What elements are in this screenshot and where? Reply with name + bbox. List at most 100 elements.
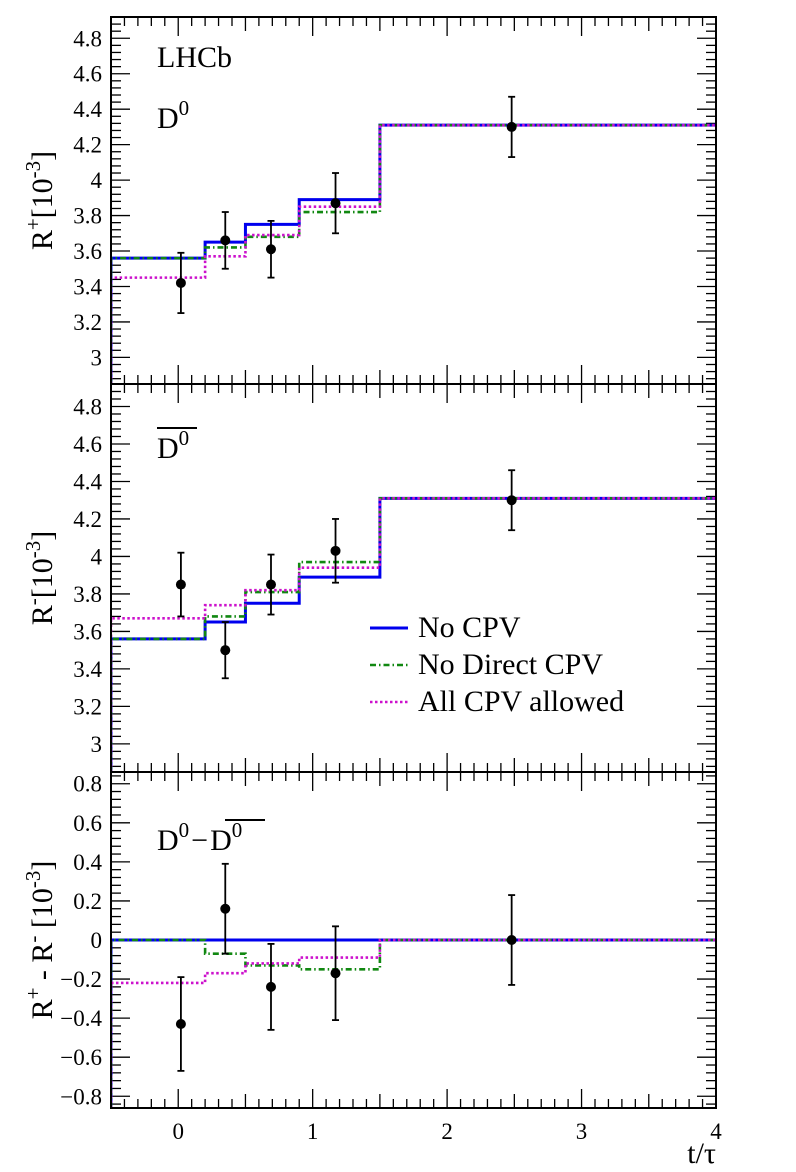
data-point <box>175 1019 186 1029</box>
series-all-cpv-allowed <box>111 497 716 772</box>
data-point <box>330 968 341 979</box>
legend-entry: All CPV allowed <box>418 685 624 718</box>
experiment-label: LHCb <box>157 41 232 74</box>
y-axis-title-sup: + <box>21 988 45 1000</box>
data-point <box>506 495 517 506</box>
y-tick-label: 4.6 <box>73 432 102 457</box>
y-tick-label: 0 <box>91 928 103 953</box>
y-tick-label: 4.8 <box>73 394 102 419</box>
panel-label-minus: − <box>191 824 208 857</box>
series-no-cpv <box>111 938 716 1108</box>
panel-label-sup: 0 <box>179 96 190 120</box>
y-axis-title-mid-sup: - <box>21 936 45 943</box>
y-tick-label: 4.4 <box>73 97 102 122</box>
series-all-cpv-allowed <box>111 938 716 1108</box>
y-tick-label: −0.8 <box>60 1084 102 1109</box>
panel-top: 3 3.2 3.4 3.6 3.8 4 4.2 4.4 4.6 4.8 LHCb D0 R+[10-3] <box>21 16 717 385</box>
y-axis-title-mid: - R <box>26 943 59 988</box>
panel-label-second: D <box>210 824 232 857</box>
data-point <box>175 277 186 288</box>
y-tick-label: 4.8 <box>73 26 102 51</box>
y-axis-title-main: R <box>26 230 59 250</box>
x-tick-label: 4 <box>710 1119 722 1144</box>
y-tick-label: 0.2 <box>73 889 102 914</box>
panel-label-sup: 0 <box>179 426 190 450</box>
panel-frame <box>110 383 717 773</box>
legend: No CPV No Direct CPV All CPV allowed <box>370 611 624 718</box>
y-axis-title-sup: - <box>21 598 45 605</box>
data-point <box>265 981 276 992</box>
series-no-direct-cpv <box>111 123 716 384</box>
y-tick-label: −0.6 <box>60 1045 102 1070</box>
y-axis-title-close: ] <box>26 531 59 541</box>
x-tick-label: 3 <box>576 1119 588 1144</box>
y-axis-title: R+ - R- [10-3] <box>21 861 59 1020</box>
y-tick-label: 4.6 <box>73 62 102 87</box>
panel-bottom: −0.8−0.6−0.4−0.200.20.40.60.8D0−D0R+ - R… <box>21 771 722 1170</box>
panel-label-sup: 0 <box>179 818 190 842</box>
data-point <box>220 235 231 246</box>
data-point <box>506 121 517 132</box>
panel-label: D0 <box>157 426 189 465</box>
y-axis-title-sup: + <box>21 218 45 230</box>
y-tick-label: 4.2 <box>73 507 102 532</box>
y-axis-title-unit: [10 <box>26 558 59 598</box>
panel-label-main: D <box>157 824 179 857</box>
y-tick-label: 0.8 <box>73 772 102 797</box>
y-tick-label: 0.6 <box>73 811 102 836</box>
series-no-cpv <box>111 496 716 772</box>
y-tick-label: −0.2 <box>60 967 102 992</box>
y-tick-label: 3.8 <box>73 582 102 607</box>
y-axis-title: R-[10-3] <box>21 531 59 626</box>
panel-label-main: D <box>157 432 179 465</box>
x-axis-title: t/τ <box>687 1137 716 1170</box>
y-axis-title-main: R <box>26 999 59 1019</box>
y-tick-label: 3.8 <box>73 204 102 229</box>
y-axis-title-unit-sup: -3 <box>21 541 45 559</box>
x-tick-label: 0 <box>172 1119 184 1144</box>
panel-label: D0 <box>157 96 189 135</box>
y-axis-title-close: ] <box>26 861 59 871</box>
y-tick-label: 4 <box>91 544 103 569</box>
y-axis-title-unit-sup: -3 <box>21 161 45 179</box>
y-tick-label: 3.4 <box>73 274 102 299</box>
panel-middle: 3 3.2 3.4 3.6 3.8 4 4.2 4.4 4.6 4.8 D0 R-[10-3] No C… <box>21 383 717 773</box>
series-no-direct-cpv <box>111 497 716 772</box>
y-tick-label: 4.2 <box>73 133 102 158</box>
y-axis-title-unit: [10 <box>26 178 59 218</box>
data-point <box>506 935 517 945</box>
legend-entry: No CPV <box>418 611 521 644</box>
panel-frame <box>110 771 717 1109</box>
data-point <box>220 903 231 914</box>
y-tick-label: 3.2 <box>73 694 102 719</box>
data-point <box>265 244 276 255</box>
y-axis-title-unit: [10 <box>26 888 59 936</box>
series-no-direct-cpv <box>111 938 716 1108</box>
panel-label-second-sup: 0 <box>232 818 243 842</box>
y-tick-label: −0.4 <box>60 1006 102 1031</box>
y-axis-title-main: R <box>26 605 59 625</box>
y-tick-label: 3.2 <box>73 310 102 335</box>
x-tick-label: 2 <box>441 1119 453 1144</box>
legend-entry: No Direct CPV <box>418 648 603 681</box>
y-tick-label: 3.6 <box>73 239 102 264</box>
data-point <box>220 645 231 656</box>
data-point <box>330 198 341 209</box>
y-axis-title-close: ] <box>26 151 59 161</box>
x-tick-label: 1 <box>307 1119 319 1144</box>
y-axis-title: R+[10-3] <box>21 151 59 250</box>
y-tick-label: 0.4 <box>73 850 102 875</box>
data-point <box>175 579 186 590</box>
y-tick-label: 3 <box>91 732 103 757</box>
y-tick-label: 3.6 <box>73 619 102 644</box>
y-tick-label: 3 <box>91 345 103 370</box>
panel-label-main: D <box>157 102 179 135</box>
y-tick-label: 4.4 <box>73 469 102 494</box>
series-no-cpv <box>111 123 716 384</box>
y-axis-title-unit-sup: -3 <box>21 871 45 889</box>
panel-label: D0−D0 <box>157 818 242 857</box>
data-point <box>330 545 341 556</box>
series-all-cpv-allowed <box>111 123 716 384</box>
y-tick-label: 3.4 <box>73 657 102 682</box>
